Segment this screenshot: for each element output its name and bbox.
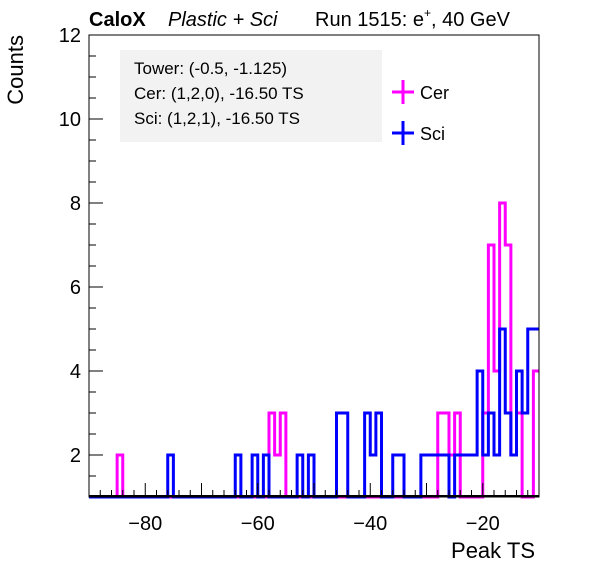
series-sci-line: [89, 327, 539, 499]
run-info-text: Run 1515: e: [315, 9, 424, 31]
y-tick-label: 2: [70, 445, 81, 467]
series-layer: [89, 201, 539, 499]
y-tick-label: 6: [70, 277, 81, 299]
y-tick-label: 8: [70, 193, 81, 215]
x-tick-label: −60: [241, 513, 275, 535]
y-axis-label: Counts: [3, 35, 28, 105]
header-brand: CaloX: [89, 9, 146, 31]
info-tower: Tower: (-0.5, -1.125): [134, 59, 287, 78]
legend-cer-label: Cer: [420, 83, 449, 103]
energy-text: , 40 GeV: [431, 9, 511, 31]
legend: Cer Sci: [392, 80, 449, 145]
y-tick-label: 4: [70, 361, 81, 383]
header-run-info: Run 1515: e+, 40 GeV: [315, 6, 511, 31]
axis-ticks: −80 −60 −40 −20 2 4 6 8 10 12: [59, 25, 540, 535]
x-axis-label: Peak TS: [451, 538, 535, 563]
y-tick-label: 12: [59, 25, 81, 47]
legend-sci-label: Sci: [420, 124, 445, 144]
info-sci: Sci: (1,2,1), -16.50 TS: [134, 109, 300, 128]
y-tick-label: 10: [59, 109, 81, 131]
header-detector: Plastic + Sci: [168, 9, 278, 31]
x-tick-label: −80: [128, 513, 162, 535]
info-box-bg: [120, 50, 382, 142]
info-cer: Cer: (1,2,0), -16.50 TS: [134, 84, 304, 103]
series-cer-line: [89, 201, 539, 499]
beam-superscript: +: [424, 6, 431, 20]
x-tick-label: −20: [466, 513, 500, 535]
x-tick-label: −40: [353, 513, 387, 535]
